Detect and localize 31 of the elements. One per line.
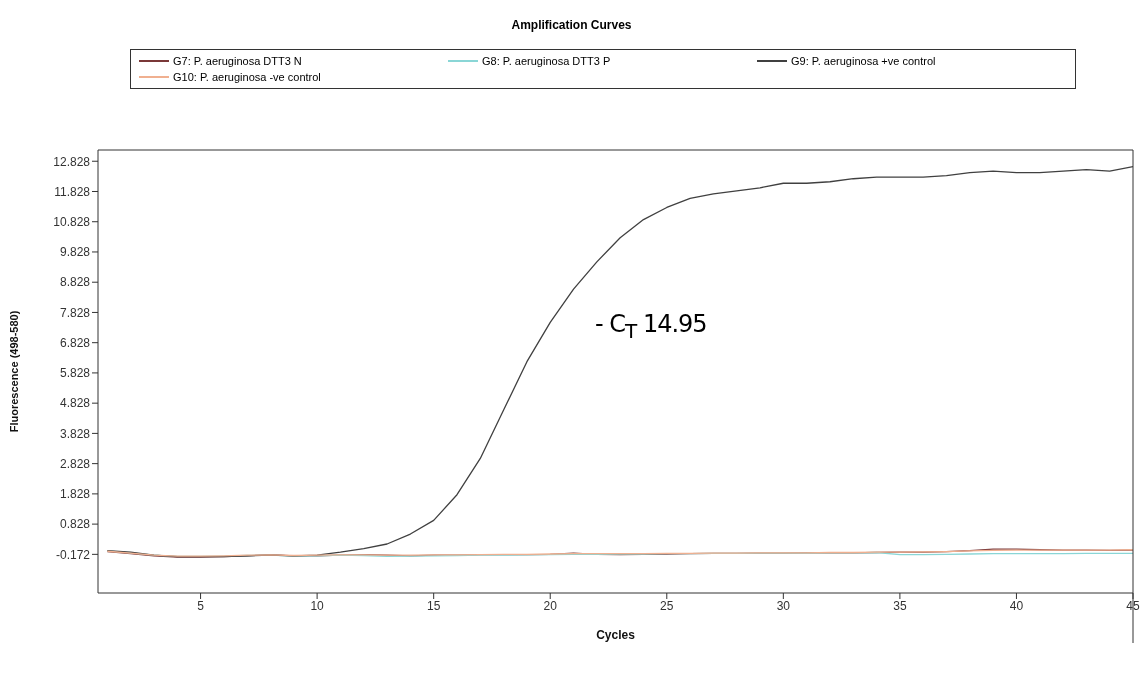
y-axis-title: Fluorescence (498-580) bbox=[7, 310, 20, 433]
y-tick-label: 2.828 bbox=[59, 456, 91, 471]
legend-label: G8: P. aeruginosa DTT3 P bbox=[482, 55, 611, 67]
y-tick-label: 8.828 bbox=[59, 275, 91, 290]
y-tick-label: 12.828 bbox=[53, 154, 91, 169]
y-tick-label: 5.828 bbox=[59, 366, 91, 381]
y-tick-label: 6.828 bbox=[59, 335, 91, 350]
y-tick-label: 0.828 bbox=[59, 517, 91, 532]
x-tick-label: 35 bbox=[893, 598, 907, 613]
x-tick-label: 15 bbox=[427, 598, 441, 613]
x-tick-label: 20 bbox=[543, 598, 558, 613]
x-tick-label: 30 bbox=[776, 598, 791, 613]
y-tick-label: 10.828 bbox=[53, 214, 91, 229]
y-tick-label: 4.828 bbox=[59, 396, 91, 411]
chart-title: Amplification Curves bbox=[510, 18, 633, 32]
x-tick-label: 10 bbox=[310, 598, 325, 613]
x-tick-label: 25 bbox=[660, 598, 674, 613]
annotation: - C$_{T}$ 14.95 bbox=[595, 310, 707, 343]
x-axis-title: Cycles bbox=[596, 628, 636, 642]
y-tick-label: 9.828 bbox=[59, 245, 91, 260]
y-tick-label: 7.828 bbox=[59, 305, 91, 320]
y-tick-label: 3.828 bbox=[59, 426, 91, 441]
y-tick-label: 1.828 bbox=[59, 487, 91, 502]
y-tick-label: -0.172 bbox=[55, 547, 91, 562]
x-tick-label: 40 bbox=[1009, 598, 1024, 613]
legend-label: G9: P. aeruginosa +ve control bbox=[791, 55, 936, 67]
y-tick-label: 11.828 bbox=[54, 184, 91, 199]
x-tick-label: 5 bbox=[197, 598, 205, 613]
legend-label: G7: P. aeruginosa DTT3 N bbox=[173, 55, 302, 67]
x-tick-label: 45 bbox=[1126, 598, 1140, 613]
legend-label: G10: P. aeruginosa -ve control bbox=[173, 71, 321, 83]
